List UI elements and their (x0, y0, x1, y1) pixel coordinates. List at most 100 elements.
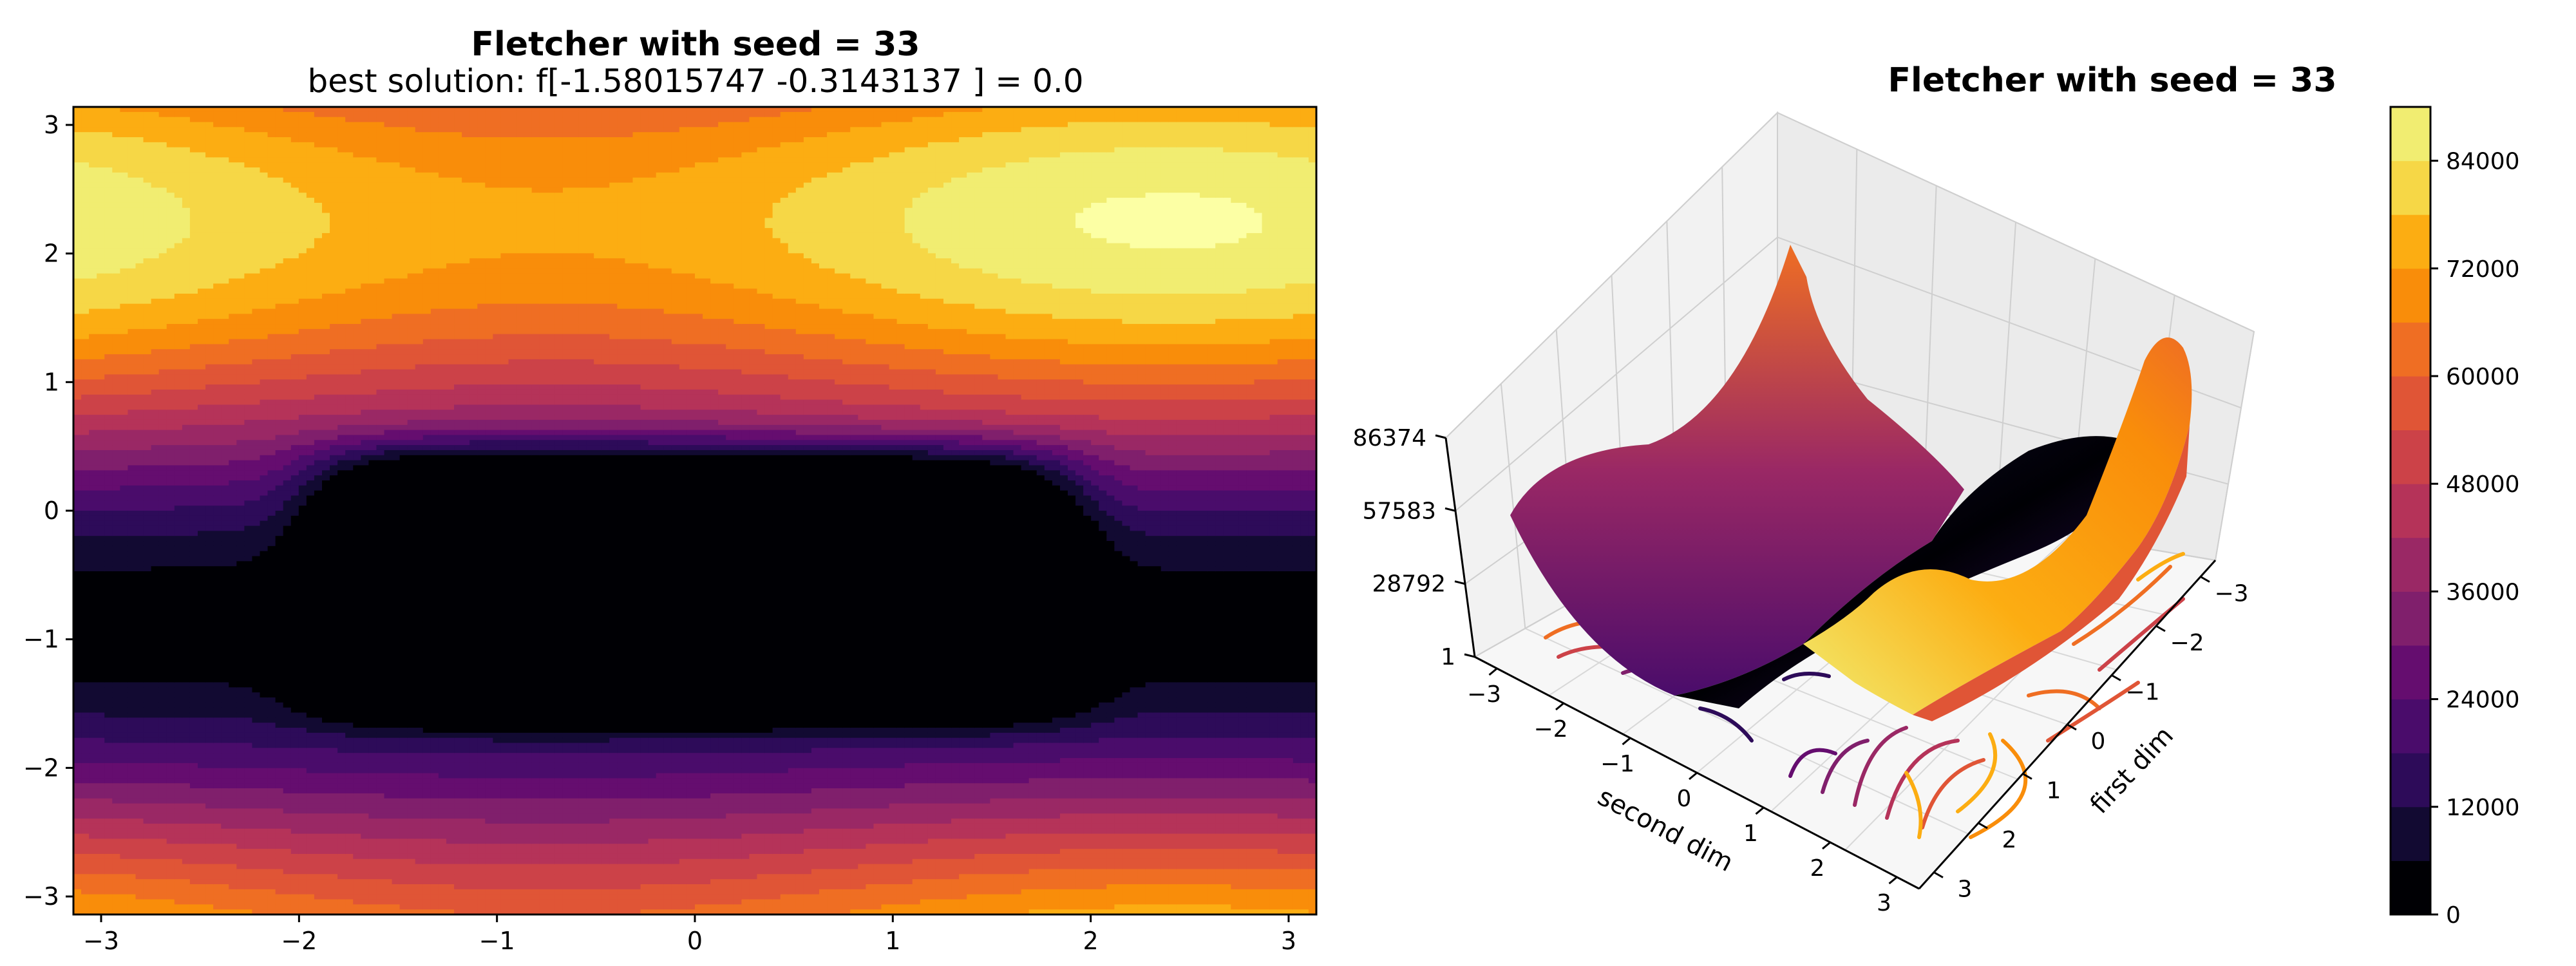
contour-cell (104, 223, 113, 228)
contour-cell (144, 728, 152, 733)
contour-cell (276, 728, 284, 733)
contour-cell (104, 187, 113, 193)
contour-cell (252, 157, 260, 162)
contour-cell (291, 153, 299, 158)
contour-cell (260, 612, 269, 617)
contour-cell (244, 642, 252, 647)
contour-cell (276, 324, 284, 329)
contour-cell (198, 642, 206, 647)
contour-cell (136, 506, 144, 511)
contour-cell (144, 632, 152, 637)
contour-cell (73, 824, 82, 829)
contour-cell (175, 233, 183, 238)
contour-cell (198, 808, 206, 813)
contour-cell (104, 294, 113, 299)
contour-cell (104, 157, 113, 162)
contour-cell (159, 697, 167, 703)
contour-cell (291, 687, 299, 692)
contour-cell (236, 753, 245, 758)
contour-cell (213, 480, 222, 486)
contour-cell (144, 354, 152, 359)
contour-cell (229, 667, 237, 672)
contour-cell (120, 824, 128, 829)
contour-cell (299, 379, 307, 384)
contour-cell (151, 258, 160, 263)
contour-cell (229, 228, 237, 233)
contour-cell (307, 117, 315, 122)
contour-cell (291, 248, 299, 253)
contour-cell (283, 450, 292, 455)
contour-cell (307, 804, 315, 809)
contour-cell (260, 637, 269, 642)
contour-cell (307, 183, 315, 188)
contour-cell (260, 799, 269, 804)
contour-cell (299, 233, 307, 238)
contour-cell (291, 838, 299, 844)
contour-cell (268, 571, 276, 576)
contour-cell (120, 374, 128, 379)
contour-cell (205, 233, 214, 238)
contour-cell (221, 248, 229, 253)
contour-cell (73, 521, 82, 526)
contour-cell (213, 147, 222, 153)
contour-cell (112, 723, 120, 728)
contour-cell (260, 506, 269, 511)
contour-cell (221, 596, 229, 601)
contour-cell (291, 697, 299, 703)
contour-cell (89, 758, 97, 763)
contour-cell (104, 647, 113, 652)
contour-cell (182, 248, 191, 253)
contour-cell (128, 203, 136, 208)
contour-cell (260, 258, 269, 263)
contour-cell (252, 178, 260, 183)
contour-cell (299, 904, 307, 909)
contour-cell (120, 526, 128, 531)
contour-cell (136, 238, 144, 243)
contour-cell (151, 884, 160, 889)
contour-cell (190, 475, 198, 480)
contour-cell (190, 390, 198, 395)
contour-cell (283, 127, 292, 132)
contour-cell (175, 516, 183, 521)
contour-cell (268, 359, 276, 365)
contour-cell (144, 748, 152, 753)
contour-cell (268, 289, 276, 294)
contour-cell (299, 879, 307, 884)
contour-cell (198, 647, 206, 652)
contour-cell (128, 879, 136, 884)
contour-cell (182, 460, 191, 466)
contour-cell (190, 465, 198, 470)
contour-cell (120, 187, 128, 193)
contour-cell (190, 445, 198, 450)
contour-cell (244, 274, 252, 279)
contour-cell (159, 667, 167, 672)
contour-cell (307, 672, 315, 677)
contour-cell (97, 278, 105, 283)
contour-cell (229, 627, 237, 632)
contour-cell (97, 314, 105, 319)
contour-cell (260, 289, 269, 294)
contour-cell (213, 289, 222, 294)
contour-cell (213, 783, 222, 788)
contour-cell (73, 556, 82, 562)
contour-cell (159, 627, 167, 632)
contour-cell (151, 571, 160, 576)
contour-cell (182, 137, 191, 142)
contour-cell (205, 556, 214, 562)
contour-cell (182, 834, 191, 839)
contour-cell (229, 551, 237, 556)
contour-cell (89, 354, 97, 359)
contour-cell (244, 632, 252, 637)
contour-cell (276, 132, 284, 137)
contour-cell (136, 263, 144, 269)
contour-cell (307, 607, 315, 612)
contour-cell (213, 591, 222, 596)
contour-cell (73, 344, 82, 349)
contour-cell (283, 370, 292, 375)
contour-cell (151, 647, 160, 652)
contour-cell (268, 536, 276, 541)
contour-cell (167, 450, 175, 455)
contour-cell (167, 153, 175, 158)
contour-cell (112, 627, 120, 632)
contour-cell (236, 228, 245, 233)
